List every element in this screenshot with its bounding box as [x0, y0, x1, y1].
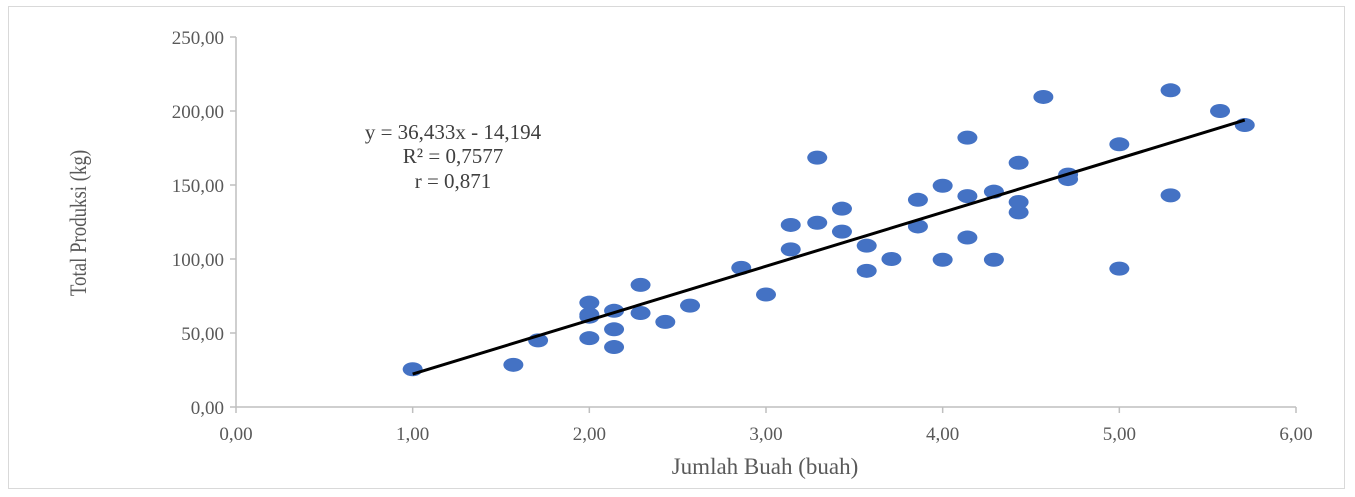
data-point	[503, 357, 524, 372]
x-tick-label: 3,00	[749, 424, 782, 445]
data-point	[604, 340, 625, 355]
y-tick-label: 150,00	[172, 176, 224, 197]
data-point	[780, 242, 801, 257]
data-point	[1008, 205, 1029, 220]
x-tick-label: 0,00	[219, 424, 252, 445]
data-point	[983, 252, 1004, 267]
data-point	[957, 189, 978, 204]
data-point	[1109, 137, 1130, 152]
data-point	[957, 130, 978, 145]
data-point	[680, 298, 701, 313]
data-point	[579, 331, 600, 346]
data-point	[831, 224, 852, 239]
data-point	[807, 215, 828, 230]
y-tick-label: 50,00	[181, 324, 224, 345]
y-tick-label: 100,00	[172, 250, 224, 271]
data-point	[1033, 89, 1054, 104]
data-point	[1160, 188, 1181, 203]
chart-frame	[8, 6, 1345, 489]
data-point	[831, 201, 852, 216]
regression-equation: y = 36,433x - 14,194	[365, 120, 542, 144]
x-axis-title: Jumlah Buah (buah)	[672, 454, 859, 479]
data-point	[907, 192, 928, 207]
correlation-label: r = 0,871	[415, 169, 492, 193]
data-point	[655, 314, 676, 329]
data-point	[957, 230, 978, 245]
y-tick-label: 0,00	[191, 398, 224, 419]
data-point	[1210, 104, 1231, 118]
y-tick-label: 250,00	[172, 28, 224, 49]
y-tick-labels: 0,00 50,00 100,00 150,00 200,00 250,00	[172, 28, 224, 419]
x-tick-label: 1,00	[396, 424, 429, 445]
data-point	[756, 287, 776, 302]
data-point	[630, 306, 651, 321]
data-point	[1008, 195, 1029, 210]
r-squared-label: R² = 0,7577	[403, 144, 503, 168]
axes	[230, 36, 1297, 413]
trendline-group	[412, 118, 1246, 376]
data-point	[932, 252, 953, 267]
x-tick-label: 2,00	[573, 424, 606, 445]
data-point	[579, 295, 600, 310]
data-point	[856, 238, 877, 253]
data-point	[881, 252, 902, 266]
data-point	[807, 150, 828, 165]
data-point	[402, 362, 423, 377]
data-point	[780, 217, 801, 232]
data-point	[1109, 261, 1130, 276]
trendline	[412, 118, 1246, 376]
data-point	[604, 322, 625, 337]
data-point	[630, 277, 651, 292]
data-point	[1160, 83, 1181, 98]
x-tick-label: 4,00	[926, 424, 959, 445]
x-tick-labels: 0,00 1,00 2,00 3,00 4,00 5,00 6,00	[219, 424, 1312, 445]
y-tick-label: 200,00	[172, 102, 224, 123]
x-tick-label: 6,00	[1279, 424, 1312, 445]
data-point	[856, 263, 877, 278]
data-point	[932, 178, 953, 193]
data-point	[1008, 155, 1029, 170]
x-tick-label: 5,00	[1103, 424, 1136, 445]
y-axis-title: Total Produksi (kg)	[65, 150, 91, 296]
